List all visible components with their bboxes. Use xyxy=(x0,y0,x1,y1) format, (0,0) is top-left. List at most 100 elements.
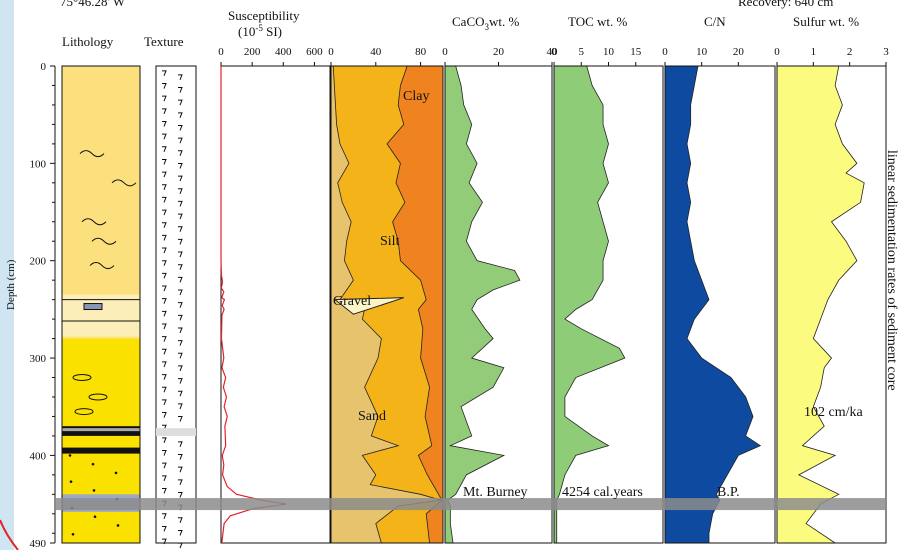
sulfur-title: Sulfur wt. % xyxy=(793,14,859,29)
texture-mark xyxy=(162,184,183,194)
texture-mark xyxy=(162,450,183,460)
texture-mark xyxy=(162,222,183,232)
lithology-shell-mark-1 xyxy=(111,179,137,187)
left-edge-decoration xyxy=(0,0,19,550)
texture-mark xyxy=(162,146,183,156)
lithology-pebble-2 xyxy=(74,408,94,416)
label-sand: Sand xyxy=(358,409,386,424)
caco3-title-tail: wt. % xyxy=(489,14,520,29)
lithology-dark-band-2 xyxy=(62,447,140,454)
texture-mark xyxy=(162,108,183,119)
grain-tick-label-40: 40 xyxy=(370,46,382,58)
depth-tick-label-400: 400 xyxy=(30,450,47,462)
texture-mark xyxy=(162,538,183,549)
annotation-burney: Mt. Burney xyxy=(463,485,528,500)
texture-mark xyxy=(162,247,183,258)
lithology-shell-mark-4 xyxy=(89,262,115,270)
texture-mark xyxy=(162,323,183,334)
lithology-dot xyxy=(114,471,118,475)
grain-tick-label-80: 80 xyxy=(415,46,427,58)
texture-mark xyxy=(162,272,183,283)
depth-tick-label-200: 200 xyxy=(30,256,47,268)
cn-tick-label-10: 10 xyxy=(696,46,708,58)
susc-unit-post: SI) xyxy=(263,24,282,39)
header-left-text: 75°46.28' W xyxy=(60,0,126,9)
sulfur-tick-label-3: 3 xyxy=(883,46,889,58)
cn-frame xyxy=(664,65,776,544)
texture-mark xyxy=(162,487,183,498)
susceptibility-tick-label-0: 0 xyxy=(218,46,224,58)
annotation-rate: 102 cm/ka xyxy=(804,405,863,420)
caco3-series xyxy=(444,65,521,544)
texture-mark xyxy=(162,386,183,397)
susc-unit-sup: -5 xyxy=(255,23,263,33)
lithology-frame xyxy=(61,65,141,544)
caco3-tick-label-40: 40 xyxy=(547,46,559,58)
caco3-title: CaCO3wt. % xyxy=(452,14,520,32)
lithology-dot xyxy=(91,462,95,466)
label-silt: Silt xyxy=(380,234,400,249)
toc-tick-label-15: 15 xyxy=(630,46,642,58)
depth-tick-label-100: 100 xyxy=(30,158,47,170)
lithology-title: Lithology xyxy=(62,34,114,49)
texture-mark xyxy=(162,133,183,144)
caco3-title-sub: 3 xyxy=(485,22,490,32)
lithology-pebble-0 xyxy=(72,374,92,382)
grain-frame xyxy=(330,65,444,544)
lithology-ash-band xyxy=(62,428,140,432)
susc-unit-pre: (10 xyxy=(238,24,255,39)
tephra-band xyxy=(55,498,887,511)
texture-mark xyxy=(162,120,183,131)
sulfur-tick-label-0: 0 xyxy=(774,46,780,58)
texture-mark xyxy=(162,196,183,207)
lithology-upper-unit xyxy=(62,66,140,339)
header-right-text: Recovery: 640 cm xyxy=(738,0,833,9)
cn-tick-label-0: 0 xyxy=(662,46,668,58)
depth-axis-label: Depth (cm) xyxy=(5,259,17,310)
susceptibility-tick-label-600: 600 xyxy=(306,46,323,58)
cn-tick-label-20: 20 xyxy=(733,46,745,58)
texture-mark xyxy=(162,70,183,81)
lithology-dot xyxy=(71,532,75,536)
lithology-shell-mark-2 xyxy=(81,218,107,226)
texture-mark xyxy=(162,374,183,384)
texture-mark xyxy=(162,336,183,346)
lithology-dot xyxy=(116,524,120,527)
texture-mark xyxy=(162,298,183,308)
sulfur-tick-label-1: 1 xyxy=(811,46,817,58)
texture-mark xyxy=(162,412,183,422)
depth-tick-label-300: 300 xyxy=(30,353,47,365)
sulfur-frame xyxy=(776,65,887,544)
lithology-gravel-unit xyxy=(62,294,140,337)
lithology-shell-mark-3 xyxy=(91,237,117,245)
texture-mark xyxy=(162,437,183,448)
texture-mark xyxy=(162,234,183,245)
sulfur-series xyxy=(776,65,865,544)
susceptibility-title: Susceptibility xyxy=(228,8,300,23)
lithology-dot xyxy=(92,489,96,492)
texture-mark xyxy=(162,285,183,296)
lithology-shell-mark-0 xyxy=(79,150,105,158)
label-gravel: Gravel xyxy=(333,294,371,309)
annotation-age: 4254 cal.years xyxy=(562,485,643,500)
annotation-side: linear sedimentation rates of sediment c… xyxy=(884,150,899,391)
texture-mark xyxy=(162,462,183,473)
cn-title: C/N xyxy=(704,14,726,29)
lithology-lower-unit xyxy=(62,338,140,543)
texture-mark xyxy=(162,475,183,486)
lithology-dot xyxy=(68,454,72,457)
texture-mark xyxy=(162,348,183,359)
label-clay: Clay xyxy=(403,89,429,104)
texture-mark xyxy=(162,83,183,93)
susceptibility-tick-label-200: 200 xyxy=(244,46,261,58)
texture-mark xyxy=(162,310,183,321)
toc-tick-label-5: 5 xyxy=(579,46,585,58)
susceptibility-tick-label-400: 400 xyxy=(275,46,292,58)
texture-band xyxy=(156,428,196,436)
texture-mark xyxy=(162,95,183,106)
depth-tick-label-0: 0 xyxy=(41,61,47,73)
sulfur-tick-label-2: 2 xyxy=(847,46,853,58)
caco3-tick-label-0: 0 xyxy=(442,46,448,58)
caco3-title-main: CaCO xyxy=(452,14,485,29)
lithology-dot xyxy=(69,480,73,483)
